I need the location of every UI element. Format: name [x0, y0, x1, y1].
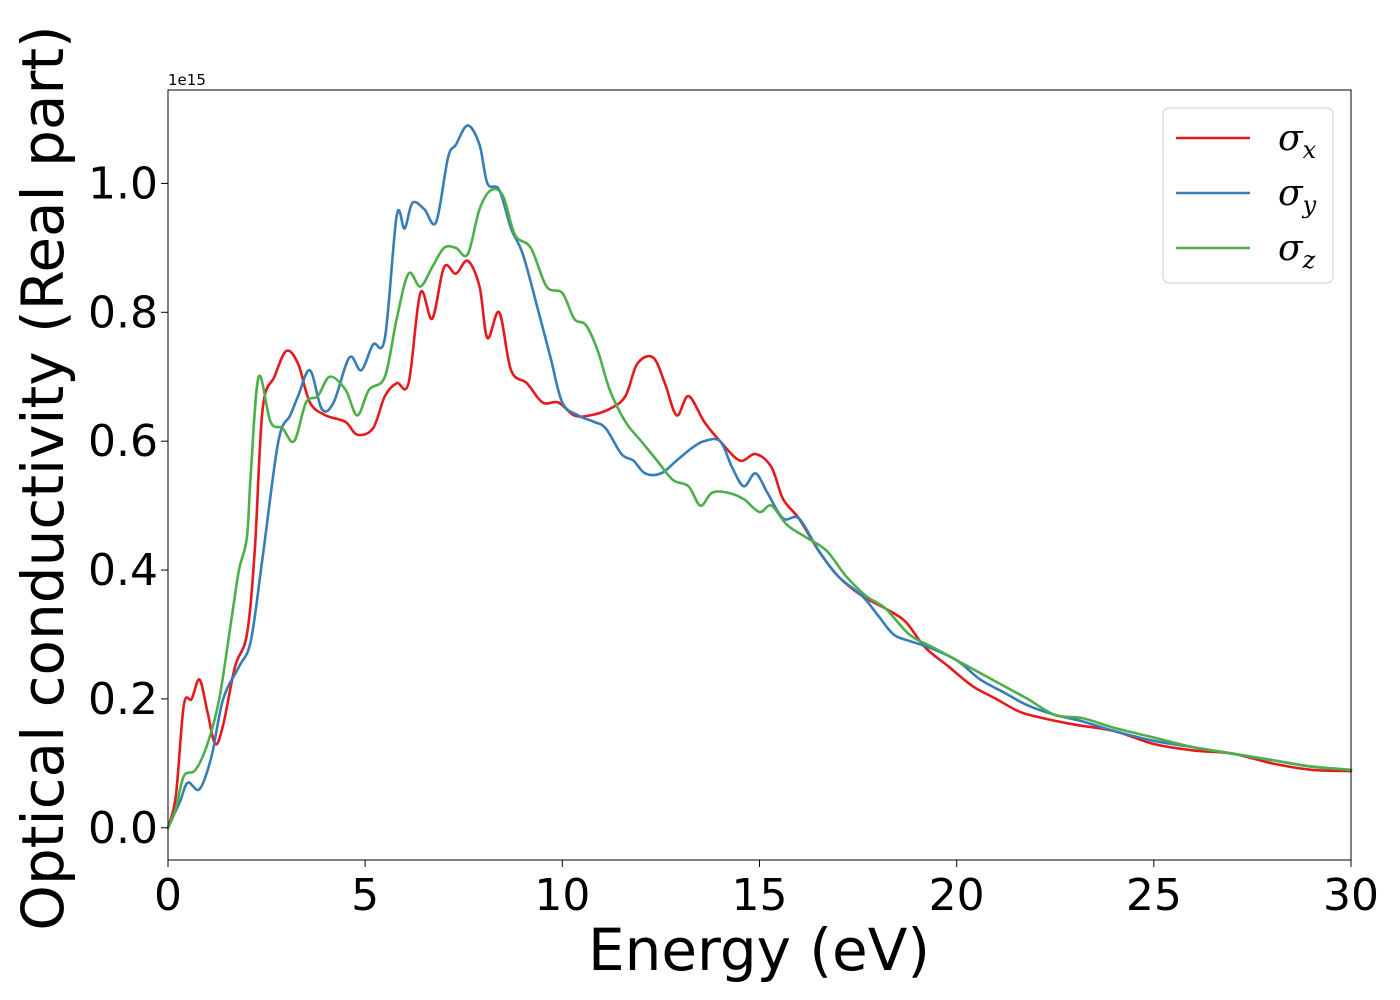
legend-entry-sigma-z: σz	[1176, 228, 1316, 274]
legend-entry-sigma-y: σy	[1176, 173, 1317, 219]
series-line-sigma-x	[166, 259, 1353, 830]
y-offset-label: 1e15	[168, 71, 206, 89]
y-tick-label: 0.0	[88, 803, 158, 854]
legend: σx σy σz	[1162, 107, 1334, 284]
y-tick-label: 0.2	[88, 674, 158, 725]
y-tick-label: 0.8	[88, 287, 158, 338]
legend-label: σy	[1278, 173, 1317, 219]
y-tick-label: 0.6	[88, 416, 158, 467]
x-tick-label: 0	[154, 870, 182, 921]
x-tick-label: 20	[929, 870, 985, 921]
legend-box	[1162, 107, 1334, 284]
series-layer	[166, 124, 1353, 830]
x-tick-label: 10	[534, 870, 590, 921]
legend-label: σx	[1278, 118, 1317, 164]
legend-label: σz	[1278, 228, 1316, 274]
series-line-sigma-z	[166, 187, 1353, 830]
y-axis-title: Optical conductivity (Real part)	[9, 25, 77, 930]
x-tick-label: 15	[732, 870, 788, 921]
y-axis-ticks: 0.0 0.2 0.4 0.6 0.8 1.0	[88, 158, 168, 854]
y-tick-label: 1.0	[88, 158, 158, 209]
legend-entry-sigma-x: σx	[1176, 118, 1317, 164]
x-axis-title: Energy (eV)	[588, 916, 930, 984]
y-tick-label: 0.4	[88, 545, 158, 596]
x-axis-ticks: 0 5 10 15 20 25 30	[154, 860, 1379, 921]
x-tick-label: 25	[1126, 870, 1182, 921]
x-tick-label: 5	[351, 870, 379, 921]
x-tick-label: 30	[1323, 870, 1379, 921]
